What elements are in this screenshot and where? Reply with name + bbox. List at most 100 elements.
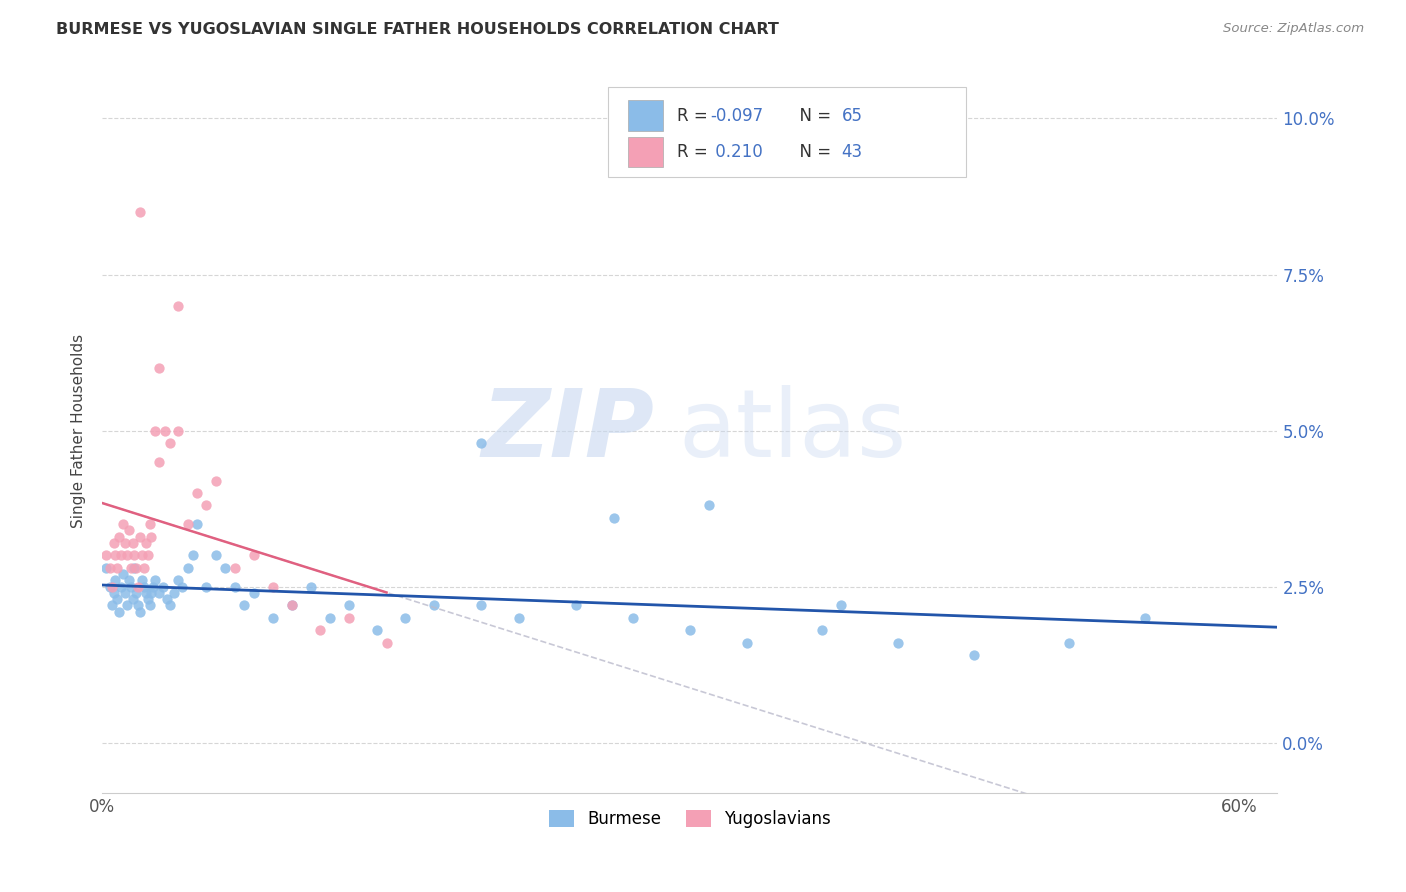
Point [337, 611, 360, 625]
Point [299, 580, 322, 594]
Point [114, 536, 136, 550]
Point [127, 599, 149, 613]
Point [366, 624, 388, 638]
Point [132, 561, 155, 575]
Point [135, 586, 157, 600]
Text: 65: 65 [841, 106, 862, 125]
Point [131, 574, 153, 588]
Point [98, 580, 121, 594]
Point [115, 599, 138, 613]
Point [603, 511, 626, 525]
Point [470, 599, 492, 613]
Point [103, 586, 125, 600]
Point [100, 580, 122, 594]
Point [163, 586, 186, 600]
Point [142, 580, 165, 594]
Point [679, 624, 702, 638]
Point [195, 580, 218, 594]
FancyBboxPatch shape [607, 87, 966, 178]
Point [108, 530, 131, 544]
Point [167, 574, 190, 588]
Point [108, 605, 131, 619]
Point [118, 574, 141, 588]
Point [470, 436, 492, 450]
Bar [627, 136, 662, 167]
Point [135, 536, 157, 550]
Point [129, 205, 152, 219]
Point [309, 624, 332, 638]
Point [167, 424, 190, 438]
Point [1133, 611, 1156, 625]
Text: R =: R = [676, 106, 713, 125]
Point [195, 499, 218, 513]
Point [186, 486, 208, 500]
Point [167, 299, 190, 313]
Text: 0.210: 0.210 [710, 143, 762, 161]
Point [110, 580, 132, 594]
Point [224, 580, 246, 594]
Point [125, 561, 148, 575]
Point [125, 586, 148, 600]
Point [136, 592, 159, 607]
Point [121, 536, 143, 550]
Point [159, 436, 181, 450]
Text: N =: N = [789, 106, 837, 125]
Text: atlas: atlas [678, 384, 907, 476]
Point [143, 424, 166, 438]
Point [118, 524, 141, 538]
Point [152, 580, 174, 594]
Point [121, 592, 143, 607]
Text: Source: ZipAtlas.com: Source: ZipAtlas.com [1223, 22, 1364, 36]
Point [423, 599, 446, 613]
Point [112, 567, 135, 582]
Point [394, 611, 416, 625]
Point [131, 549, 153, 563]
Point [697, 499, 720, 513]
Point [103, 536, 125, 550]
Point [337, 599, 360, 613]
Point [141, 586, 163, 600]
Point [120, 561, 142, 575]
Point [104, 549, 127, 563]
Text: N =: N = [789, 143, 837, 161]
Point [148, 361, 170, 376]
Point [281, 599, 304, 613]
Point [124, 549, 146, 563]
Point [129, 605, 152, 619]
Point [176, 517, 198, 532]
Point [136, 549, 159, 563]
Point [318, 611, 340, 625]
Point [262, 611, 284, 625]
Y-axis label: Single Father Households: Single Father Households [72, 334, 86, 528]
Point [94, 549, 117, 563]
Point [281, 599, 304, 613]
Point [94, 561, 117, 575]
Point [148, 455, 170, 469]
Point [243, 549, 266, 563]
Point [143, 574, 166, 588]
Text: R =: R = [676, 143, 713, 161]
Point [224, 561, 246, 575]
Point [112, 517, 135, 532]
Point [129, 530, 152, 544]
Point [214, 561, 236, 575]
Text: 43: 43 [841, 143, 862, 161]
Point [105, 561, 128, 575]
Point [262, 580, 284, 594]
Point [186, 517, 208, 532]
Point [963, 648, 986, 663]
Point [205, 474, 228, 488]
Point [205, 549, 228, 563]
Point [735, 636, 758, 650]
Point [100, 599, 122, 613]
Point [148, 586, 170, 600]
Point [508, 611, 530, 625]
Bar [627, 101, 662, 131]
Point [104, 574, 127, 588]
Point [1057, 636, 1080, 650]
Point [176, 561, 198, 575]
Point [110, 549, 132, 563]
Point [120, 580, 142, 594]
Point [132, 580, 155, 594]
Point [375, 636, 398, 650]
